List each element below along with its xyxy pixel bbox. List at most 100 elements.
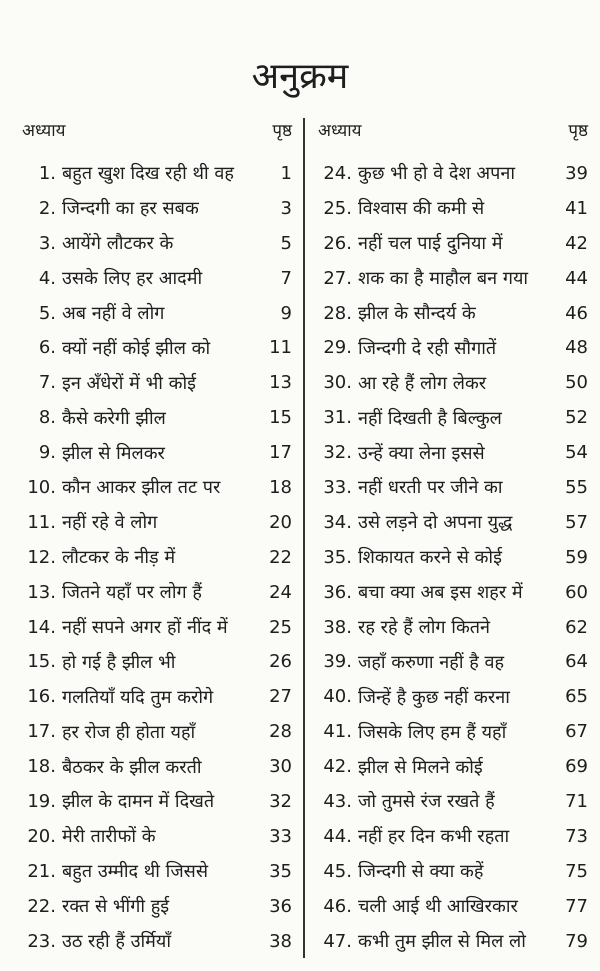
toc-entry: 41. जिसके लिए हम हैं यहाँ 67 — [318, 714, 588, 749]
page-number: 24 — [269, 581, 292, 603]
page-number: 48 — [565, 337, 588, 359]
page-number: 67 — [565, 721, 588, 743]
toc-entry: 28. झील के सौन्दर्य के 46 — [318, 296, 588, 331]
page-number: 25 — [269, 616, 292, 638]
chapter-number: 4. — [38, 267, 56, 289]
page-number: 75 — [565, 860, 588, 882]
page-number: 65 — [565, 686, 588, 708]
page-number: 26 — [269, 651, 292, 673]
chapter-number: 31. — [323, 407, 352, 429]
chapter-number: 3. — [38, 232, 56, 254]
page-number: 46 — [565, 302, 588, 324]
chapter-number: 28. — [323, 302, 352, 324]
chapter-title: जो तुमसे रंज रखते हैं — [358, 791, 495, 813]
toc-entry: 24. कुछ भी हो वे देश अपना 39 — [318, 156, 588, 191]
chapter-number: 43. — [323, 790, 352, 812]
page-header: पृष्ठ — [272, 121, 292, 141]
page-number: 42 — [565, 232, 588, 254]
chapter-number: 25. — [323, 197, 352, 219]
page-number: 22 — [269, 546, 292, 568]
toc-entry: 20. मेरी तारीफों के 33 — [22, 819, 292, 854]
chapter-title: जिन्हें है कुछ नहीं करना — [358, 686, 510, 708]
chapter-number: 20. — [27, 825, 56, 847]
page-number: 59 — [565, 546, 588, 568]
chapter-number: 11. — [27, 511, 56, 533]
chapter-title: कौन आकर झील तट पर — [62, 477, 221, 499]
page-number: 30 — [269, 756, 292, 778]
toc-entry: 22. रक्त से भींगी हुई 36 — [22, 889, 292, 924]
chapter-number: 27. — [323, 267, 352, 289]
page-number: 9 — [280, 302, 292, 324]
chapter-title: गलतियाँ यदि तुम करोगे — [62, 686, 214, 708]
toc-entry: 14. नहीं सपने अगर हों नींद में 25 — [22, 610, 292, 645]
chapter-title: लौटकर के नीड़ में — [62, 547, 176, 569]
chapter-number: 44. — [323, 825, 352, 847]
toc-entry: 3. आयेंगे लौटकर के 5 — [22, 226, 292, 261]
chapter-number: 8. — [38, 407, 56, 429]
chapter-title: चली आई थी आखिरकार — [358, 896, 518, 918]
chapter-title: झील से मिलने कोई — [358, 756, 483, 778]
chapter-title: झील के सौन्दर्य के — [358, 303, 476, 324]
chapter-title: नहीं सपने अगर हों नींद में — [62, 617, 228, 639]
toc-entry: 33. नहीं धरती पर जीने का 55 — [318, 470, 588, 505]
chapter-title: नहीं हर दिन कभी रहता — [358, 826, 510, 848]
chapter-number: 16. — [27, 686, 56, 708]
chapter-header: अध्याय — [318, 121, 362, 141]
chapter-title: जितने यहाँ पर लोग हैं — [62, 582, 202, 604]
chapter-title: जिन्दगी दे रही सौगातें — [358, 337, 497, 359]
chapter-number: 46. — [323, 895, 352, 917]
toc-entry: 39. जहाँ करुणा नहीं है वह 64 — [318, 644, 588, 679]
chapter-number: 41. — [323, 721, 352, 743]
chapter-number: 40. — [323, 686, 352, 708]
toc-entry: 7. इन अँधेरों में भी कोई 13 — [22, 365, 292, 400]
chapter-title: झील से मिलकर — [62, 442, 165, 464]
page-number: 3 — [280, 197, 292, 219]
page-number: 55 — [565, 476, 588, 498]
chapter-number: 19. — [27, 790, 56, 812]
chapter-number: 15. — [27, 651, 56, 673]
toc-entry: 31. नहीं दिखती है बिल्कुल 52 — [318, 400, 588, 435]
page-number: 60 — [565, 581, 588, 603]
page-number: 73 — [565, 825, 588, 847]
page-number: 39 — [565, 162, 588, 184]
page-number: 15 — [269, 407, 292, 429]
toc-entry: 30. आ रहे हैं लोग लेकर 50 — [318, 365, 588, 400]
toc-entry: 11. नहीं रहे वे लोग 20 — [22, 505, 292, 540]
page-number: 13 — [269, 372, 292, 394]
chapter-title: कैसे करेगी झील — [62, 407, 166, 429]
page-number: 71 — [565, 790, 588, 812]
chapter-title: बचा क्या अब इस शहर में — [358, 582, 523, 604]
chapter-number: 24. — [323, 162, 352, 184]
page-number: 52 — [565, 407, 588, 429]
page-number: 38 — [269, 930, 292, 952]
page-header: पृष्ठ — [568, 121, 588, 141]
chapter-title: इन अँधेरों में भी कोई — [62, 372, 196, 394]
chapter-title: बहुत उम्मीद थी जिससे — [62, 861, 209, 883]
chapter-title: जिन्दगी का हर सबक — [62, 198, 199, 220]
chapter-number: 36. — [323, 581, 352, 603]
page-title: अनुक्रम — [251, 56, 349, 97]
toc-entry: 34. उसे लड़ने दो अपना युद्ध 57 — [318, 505, 588, 540]
toc-entry: 23. उठ रही हैं उर्मियाँ 38 — [22, 924, 292, 959]
page-number: 28 — [269, 721, 292, 743]
page-number: 69 — [565, 756, 588, 778]
toc-entry: 26. नहीं चल पाई दुनिया में 42 — [318, 226, 588, 261]
chapter-number: 30. — [323, 372, 352, 394]
chapter-title: रक्त से भींगी हुई — [62, 896, 170, 918]
toc-column-left: अध्याय पृष्ठ 1. बहुत खुश दिख रही थी वह 1 2.… — [22, 118, 292, 958]
toc-entry: 21. बहुत उम्मीद थी जिससे 35 — [22, 854, 292, 889]
chapter-header: अध्याय — [22, 121, 66, 141]
chapter-number: 39. — [323, 651, 352, 673]
chapter-number: 32. — [323, 442, 352, 464]
chapter-title: विश्वास की कमी से — [358, 198, 485, 220]
chapter-number: 47. — [323, 930, 352, 952]
chapter-title: मेरी तारीफों के — [62, 826, 156, 848]
column-divider — [303, 118, 305, 958]
page-number: 32 — [269, 790, 292, 812]
toc-entry: 46. चली आई थी आखिरकार 77 — [318, 889, 588, 924]
chapter-number: 12. — [27, 546, 56, 568]
toc-entry: 2. जिन्दगी का हर सबक 3 — [22, 191, 292, 226]
chapter-title: कभी तुम झील से मिल लो — [358, 931, 526, 953]
column-header: अध्याय पृष्ठ — [22, 118, 292, 156]
chapter-title: नहीं रहे वे लोग — [62, 512, 158, 534]
